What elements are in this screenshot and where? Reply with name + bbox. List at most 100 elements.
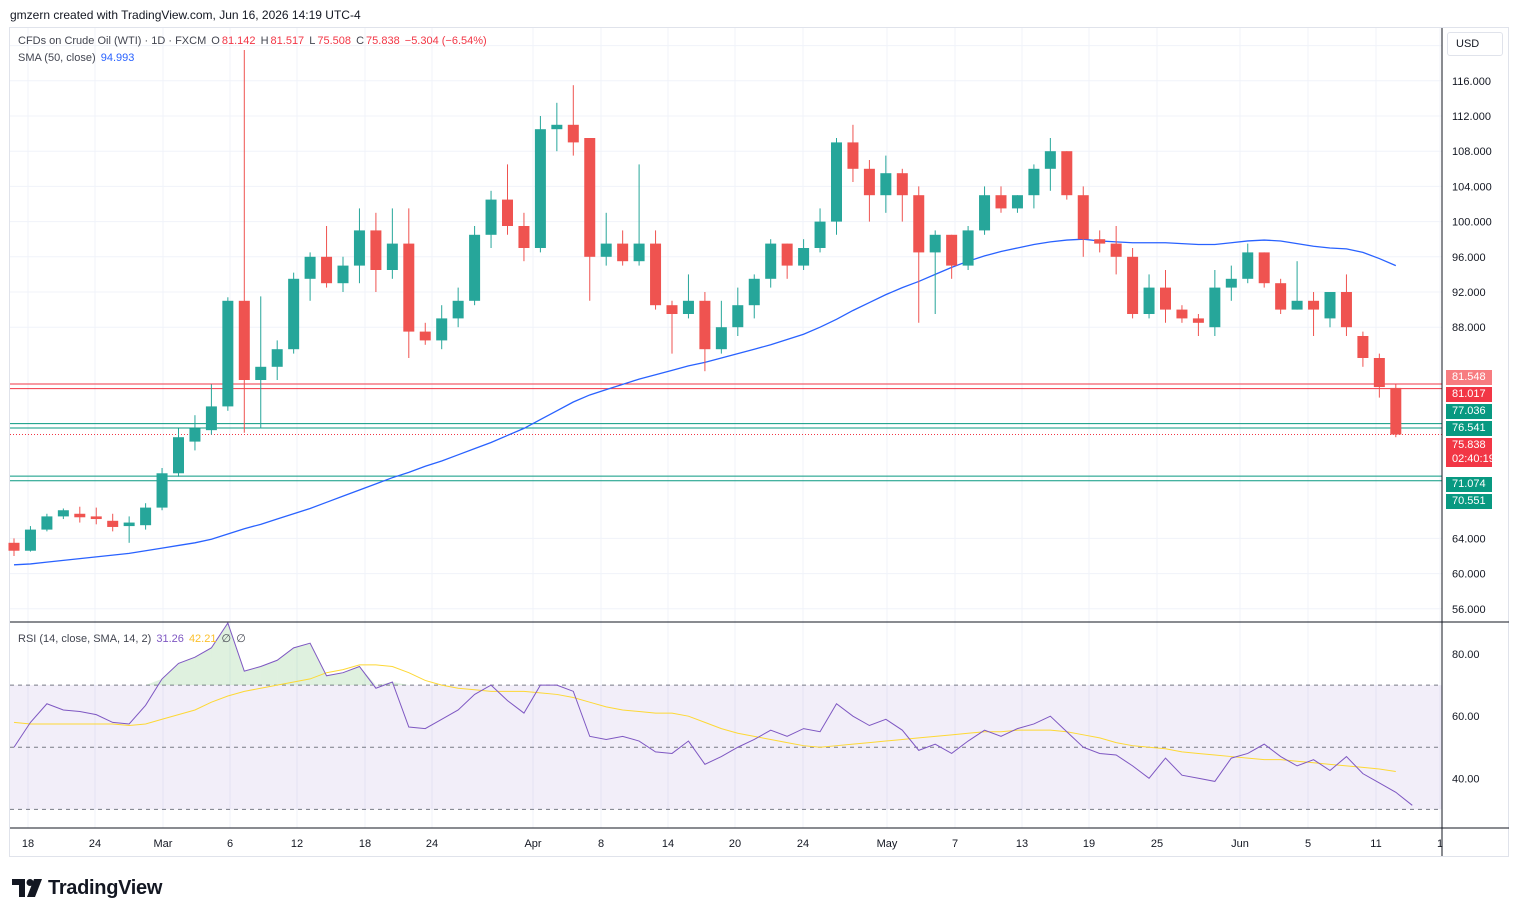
candle-body-down [584,138,596,257]
candle-body-up [962,230,974,266]
sma-layer [13,238,1397,566]
price-tick-label: 88.000 [1452,322,1486,334]
time-tick-label: 20 [729,838,741,850]
time-tick-label: 13 [1016,838,1028,850]
sma-50-line [13,238,1397,566]
candle-body-up [929,234,941,253]
candle-body-up [386,243,398,270]
price-badge: 70.551 [1446,494,1492,509]
rsi-tick-label: 60.00 [1452,711,1480,723]
candle-body-up [452,300,464,319]
candle-body-up [748,278,760,306]
candle-body-down [1127,256,1139,314]
candle-body-up [1209,287,1221,328]
rsi-value: 31.26 [156,633,184,645]
rsi-label[interactable]: RSI (14, close, SMA, 14, 2) [18,633,152,645]
candle-body-down [8,542,20,551]
candle-body-up [57,510,69,517]
rsi-overbought-fill [326,672,343,686]
candle-body-up [189,428,201,442]
ohlc-open: 81.142 [221,35,256,47]
sma-value: 94.993 [100,52,135,64]
ohlc-low: 75.508 [317,35,352,47]
time-tick-label: 18 [22,838,34,850]
candle-body-up [41,516,53,530]
time-tick-label: 7 [952,838,958,850]
candle-body-up [979,195,991,231]
candle-body-up [534,129,546,248]
candle-body-up [485,199,497,235]
price-badge: 02:40:19 [1446,452,1495,467]
candle-body-up [1028,168,1040,196]
rsi-overbought-fill [162,663,179,686]
price-tick-label: 100.000 [1452,217,1492,229]
candle-body-up [682,300,694,314]
rsi-overbought-fill [392,682,409,686]
rsi-overbought-fill [244,666,261,686]
candle-body-down [847,142,859,169]
candle-body-up [1044,151,1056,169]
candle-body-down [567,124,579,143]
time-tick-label: Jun [1231,838,1249,850]
currency-button[interactable]: USD [1447,32,1503,56]
price-tick-label: 56.000 [1452,604,1486,616]
time-tick-label: Apr [524,838,541,850]
price-badge: 76.541 [1446,421,1492,436]
rsi-band-layer [10,684,1442,810]
ohlc-high: 81.517 [270,35,305,47]
candle-body-down [1373,358,1385,388]
candle-body-up [24,529,36,551]
candle-body-down [1275,283,1287,310]
candle-body-down [1061,151,1073,196]
rsi-overbought-fill [343,666,360,686]
candle-body-up [337,265,349,284]
rsi-overbought-fill [211,623,228,686]
rsi-overbought-fill [227,623,245,686]
candle-body-up [353,230,365,266]
candle-body-up [436,318,448,341]
price-badge: 81.548 [1446,370,1492,385]
candle-body-up [271,349,283,367]
sma-label[interactable]: SMA (50, close) [18,52,96,64]
ohlc-close-label: C [356,35,365,47]
time-tick-label: 1 [1437,838,1443,850]
rsi-overbought-fill [260,660,278,686]
candle-body-up [1011,195,1023,209]
symbol-legend[interactable]: CFDs on Crude Oil (WTI) · 1D · FXCM O 81.… [18,35,489,47]
candle-body-down [781,243,793,266]
candle-body-up [798,248,810,266]
price-tick-label: 64.000 [1452,533,1486,545]
candle-body-down [1094,239,1106,244]
tradingview-logo-text: TradingView [48,876,163,899]
tradingview-logo[interactable]: TradingView [12,876,162,900]
candle-body-down [666,305,678,314]
price-badge: 81.017 [1446,387,1492,402]
rsi-overbought-fill [310,643,327,686]
candle-body-up [140,507,152,526]
ohlc-open-label: O [211,35,220,47]
axis-layer: 120.000116.000112.000108.000104.000100.0… [10,28,1509,856]
candle-body-up [1324,292,1336,319]
candle-body-down [502,199,513,226]
rsi-tick-label: 80.00 [1452,649,1480,661]
price-tick-label: 96.000 [1452,252,1486,264]
candle-body-up [304,256,316,279]
rsi-legend[interactable]: RSI (14, close, SMA, 14, 2) 31.26 42.21 … [18,632,248,645]
rsi-line [13,621,1413,806]
candle-body-up [469,234,481,301]
candle-body-up [551,124,563,130]
ohlc-change: −5.304 (−6.54%) [404,35,487,47]
time-tick-label: 8 [598,838,604,850]
rsi-overbought-fill [359,666,376,686]
candle-body-up [1225,278,1237,288]
chart-frame[interactable] [9,27,1509,857]
candle-body-down [995,195,1007,209]
candle-layer [8,50,1402,556]
candle-body-up [123,522,135,527]
candle-body-up [633,243,645,262]
instrument-title[interactable]: CFDs on Crude Oil (WTI) · 1D · FXCM [18,35,207,47]
sma-legend[interactable]: SMA (50, close) 94.993 [18,52,136,64]
candle-body-down [650,243,662,306]
rsi-extra-1: ∅ [221,633,232,645]
